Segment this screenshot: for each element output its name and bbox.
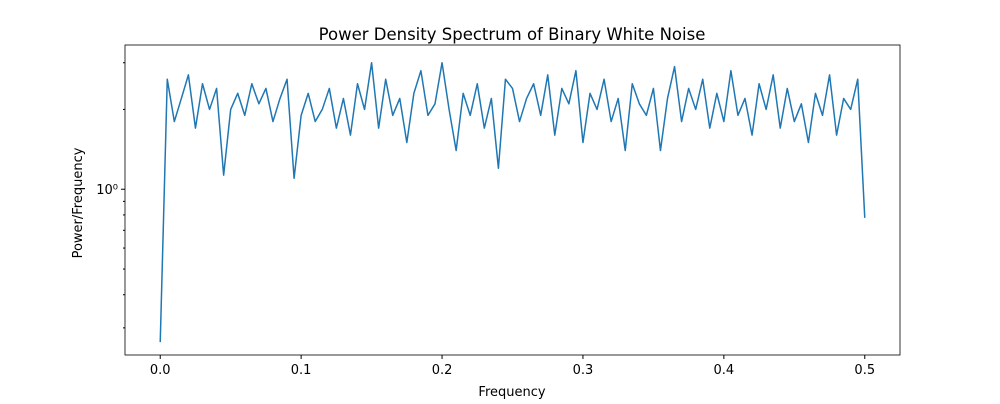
- y-tick-label: 10⁰: [96, 183, 118, 198]
- x-tick-label: 0.3: [573, 363, 594, 378]
- x-tick-label: 0.0: [150, 363, 171, 378]
- y-axis-label: Power/Frequency: [71, 147, 86, 258]
- x-tick-label: 0.4: [714, 363, 735, 378]
- data-line: [159, 62, 866, 343]
- x-axis-label: Frequency: [478, 385, 545, 400]
- x-tick-label: 0.5: [854, 363, 875, 378]
- chart-title: Power Density Spectrum of Binary White N…: [319, 25, 706, 44]
- x-tick-label: 0.2: [432, 363, 453, 378]
- x-tick-label: 0.1: [291, 363, 312, 378]
- plot-frame: [124, 44, 901, 356]
